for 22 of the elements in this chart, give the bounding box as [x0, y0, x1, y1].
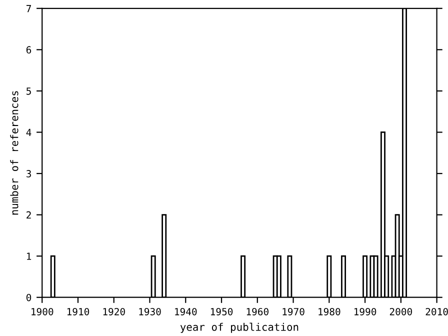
y-tick-label: 3 [26, 170, 31, 178]
x-tick-label: 1970 [282, 308, 304, 316]
y-tick-label: 6 [26, 46, 32, 54]
x-tick-label: 1990 [354, 308, 376, 316]
x-tick-label: 1920 [103, 308, 125, 316]
y-tick-label: 2 [26, 211, 31, 219]
x-tick-label: 1980 [318, 308, 340, 316]
y-tick-label: 4 [26, 128, 32, 136]
y-tick-label: 7 [26, 5, 31, 12]
x-tick-label: 1910 [67, 308, 90, 316]
y-tick-label: 1 [27, 252, 32, 260]
x-tick-label: 1950 [210, 308, 233, 316]
x-axis-title: year of publication [180, 322, 298, 333]
y-tick-label: 0 [26, 294, 32, 302]
x-tick-label: 2010 [426, 308, 448, 316]
x-tick-label: 1960 [246, 308, 268, 316]
x-tick-label: 1900 [32, 308, 54, 316]
x-tick-label: 2000 [390, 308, 412, 316]
y-axis-title: number of references [10, 91, 18, 215]
x-tick-label: 1940 [175, 308, 197, 316]
y-tick-label: 5 [26, 88, 31, 95]
x-tick-label: 1930 [139, 308, 161, 316]
